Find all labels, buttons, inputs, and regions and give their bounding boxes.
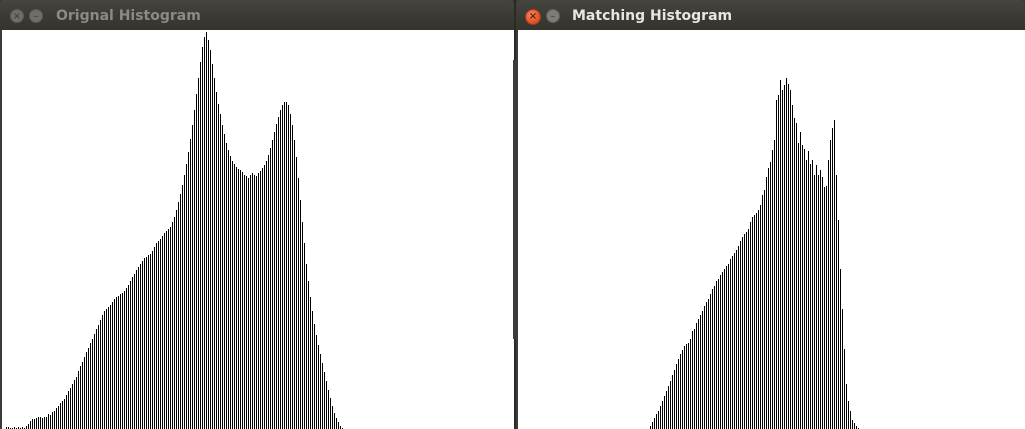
close-icon[interactable]: ×: [525, 9, 541, 25]
original-histogram-window[interactable]: × – Orignal Histogram: [0, 0, 514, 429]
matching-histogram-window[interactable]: × – Matching Histogram: [516, 0, 1025, 429]
window-edge: [513, 60, 516, 339]
minimize-icon[interactable]: –: [29, 9, 43, 23]
histogram-chart: [650, 78, 859, 429]
histogram-chart: [6, 32, 343, 429]
histogram-canvas: [2, 30, 514, 429]
window-title: Orignal Histogram: [56, 8, 201, 24]
window-title: Matching Histogram: [572, 8, 733, 24]
histogram-canvas: [518, 30, 1025, 429]
minimize-icon[interactable]: –: [546, 9, 560, 23]
window-titlebar[interactable]: × – Orignal Histogram: [0, 0, 514, 30]
close-icon[interactable]: ×: [10, 9, 24, 23]
window-titlebar[interactable]: × – Matching Histogram: [516, 0, 1025, 30]
